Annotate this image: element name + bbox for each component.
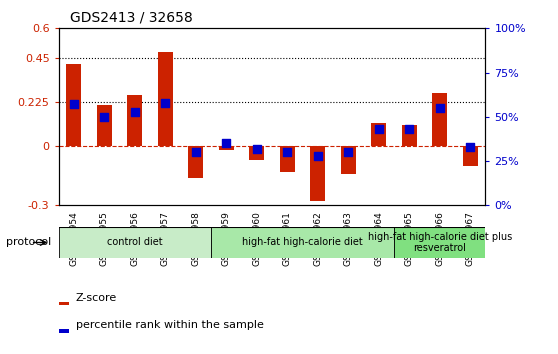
Point [161,100,170,105]
Bar [340,146,356,174]
Point [466,144,475,150]
Bar [249,146,264,160]
Bar [394,227,485,258]
Text: percentile rank within the sample: percentile rank within the sample [76,320,263,330]
Point [69,102,78,107]
Text: high-fat high-calorie diet plus
resveratrol: high-fat high-calorie diet plus resverat… [368,232,512,253]
Point [374,126,383,132]
Text: control diet: control diet [107,238,162,247]
Point [191,149,200,155]
Point [283,149,292,155]
Point [405,126,413,132]
Point [252,146,261,152]
Bar [188,146,204,178]
Bar [59,329,69,333]
Point [435,105,444,111]
Bar [66,64,81,146]
Point [313,153,322,159]
Bar [463,146,478,166]
Bar [158,52,173,146]
Bar [219,146,234,150]
Text: GDS2413 / 32658: GDS2413 / 32658 [70,11,193,25]
Text: Z-score: Z-score [76,293,117,303]
Bar [402,125,417,146]
Bar [280,146,295,172]
Bar [371,123,386,146]
Point [131,109,140,114]
Bar [59,227,211,258]
Bar [432,93,448,146]
Bar [211,227,394,258]
Text: protocol: protocol [6,238,51,247]
Bar [127,95,142,146]
Bar [59,302,69,305]
Bar [310,146,325,201]
Text: high-fat high-calorie diet: high-fat high-calorie diet [242,238,363,247]
Point [344,149,353,155]
Point [222,141,231,146]
Point [100,114,109,120]
Bar [97,105,112,146]
